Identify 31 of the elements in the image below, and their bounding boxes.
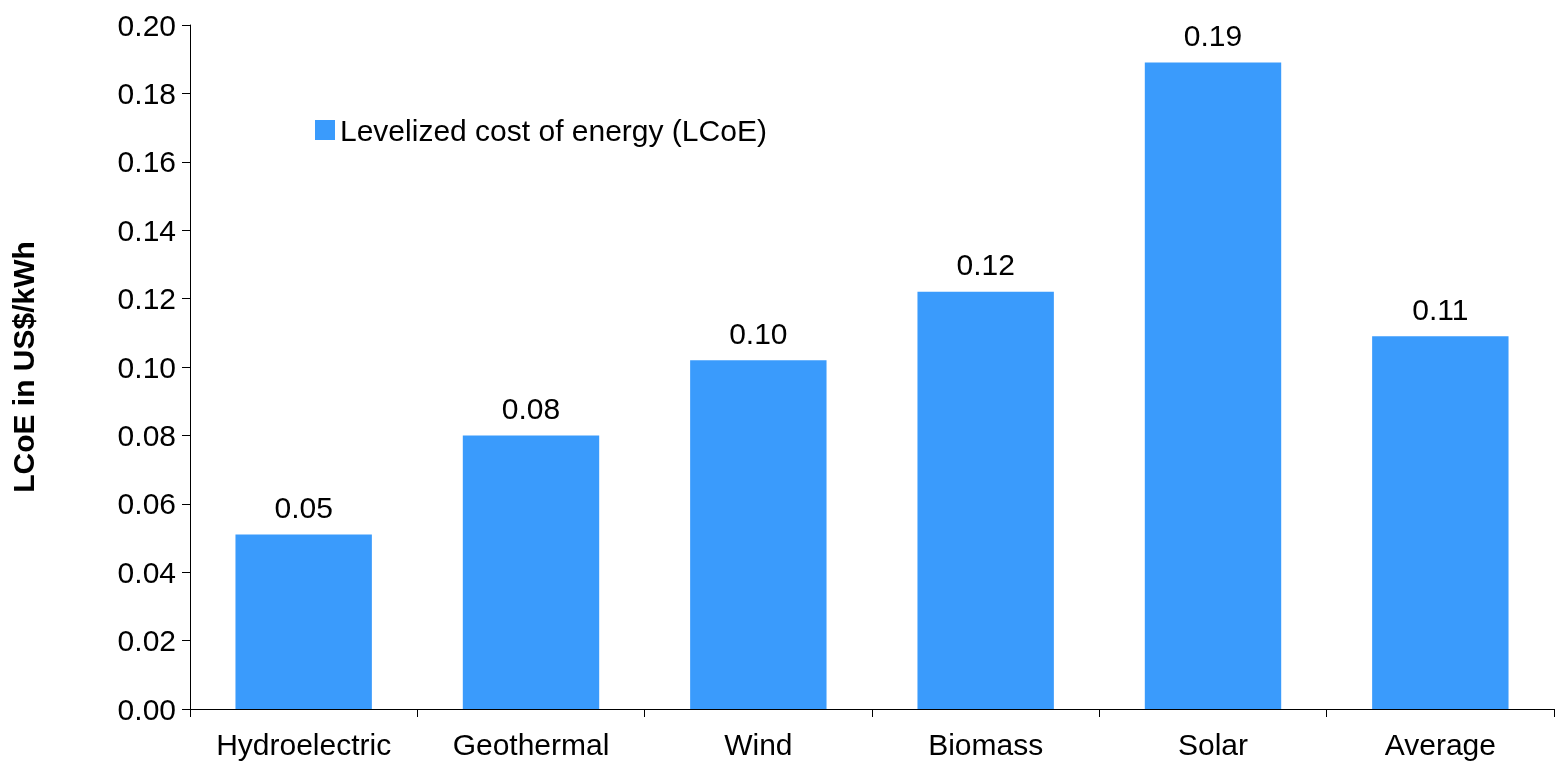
y-tick-label: 0.18 xyxy=(117,76,176,110)
bar xyxy=(1372,336,1509,709)
x-tick-label: Geothermal xyxy=(452,727,610,761)
data-label: 0.10 xyxy=(729,316,788,350)
legend-label: Levelized cost of energy (LCoE) xyxy=(340,113,767,147)
bar xyxy=(235,534,372,709)
y-tick-label: 0.14 xyxy=(117,213,176,247)
y-axis-title: LCoE in US$/kWh xyxy=(6,241,40,493)
bar xyxy=(1144,62,1282,709)
bar xyxy=(462,435,600,709)
y-tick-label: 0.10 xyxy=(117,350,176,384)
y-tick-label: 0.06 xyxy=(117,487,176,521)
x-tick-label: Average xyxy=(1384,727,1496,761)
data-label: 0.11 xyxy=(1412,292,1469,326)
bar xyxy=(917,291,1054,709)
x-tick-label: Hydroelectric xyxy=(216,727,392,761)
y-tick-label: 0.20 xyxy=(117,8,176,42)
x-tick-label: Solar xyxy=(1177,727,1249,761)
y-tick-label: 0.16 xyxy=(117,145,176,179)
data-label: 0.08 xyxy=(501,391,561,425)
bar xyxy=(690,360,827,709)
data-label: 0.19 xyxy=(1183,19,1243,53)
y-tick-label: 0.12 xyxy=(117,282,176,316)
y-tick-label: 0.02 xyxy=(117,624,176,658)
data-label: 0.05 xyxy=(274,491,333,525)
data-label: 0.12 xyxy=(956,248,1015,282)
y-tick-label: 0.08 xyxy=(117,418,176,452)
x-tick-label: Biomass xyxy=(928,727,1044,761)
y-tick-label: 0.04 xyxy=(117,555,176,589)
y-tick-label: 0.00 xyxy=(117,692,176,726)
x-tick-label: Wind xyxy=(724,727,793,761)
